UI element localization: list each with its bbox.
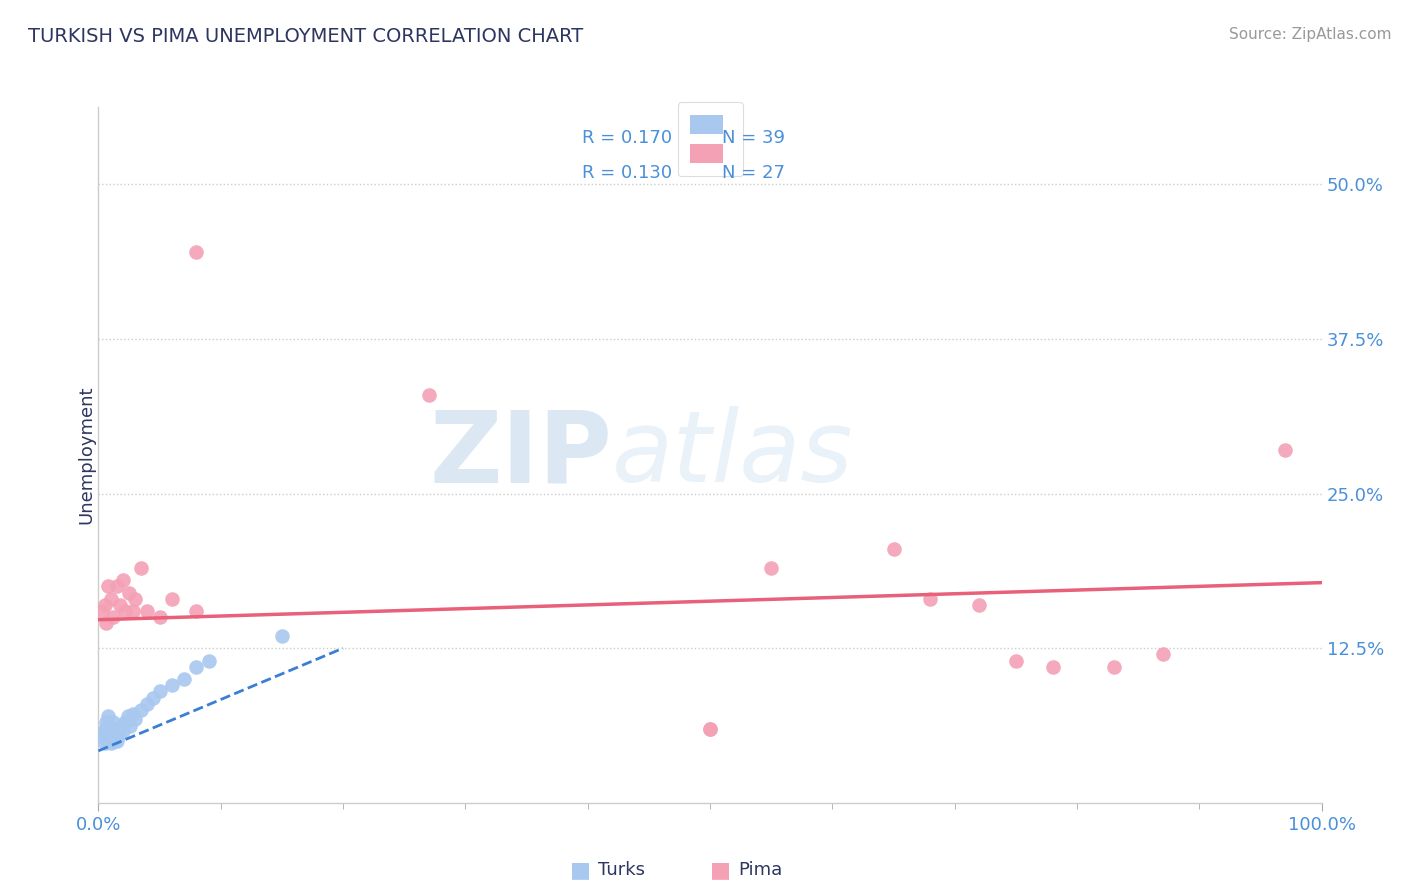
Point — [1274, 443, 1296, 458]
Point — [96, 722, 118, 736]
Point — [149, 610, 172, 624]
Point — [117, 709, 139, 723]
Point — [173, 672, 195, 686]
Point — [111, 724, 134, 739]
Point — [111, 719, 134, 733]
Point — [270, 629, 294, 643]
Point — [105, 579, 128, 593]
Point — [97, 579, 120, 593]
Point — [93, 722, 115, 736]
Text: R = 0.130: R = 0.130 — [582, 164, 672, 182]
Point — [96, 734, 118, 748]
Point — [160, 591, 183, 606]
Point — [100, 724, 122, 739]
Y-axis label: Unemployment: Unemployment — [77, 385, 96, 524]
Point — [1004, 654, 1026, 668]
Text: ■: ■ — [569, 860, 591, 880]
Text: Turks: Turks — [598, 861, 644, 879]
Point — [94, 616, 117, 631]
Text: R = 0.170: R = 0.170 — [582, 129, 672, 147]
Point — [111, 573, 134, 587]
Point — [98, 731, 121, 746]
Legend: , : , — [678, 103, 742, 177]
Point — [136, 697, 159, 711]
Point — [124, 712, 146, 726]
Text: TURKISH VS PIMA UNEMPLOYMENT CORRELATION CHART: TURKISH VS PIMA UNEMPLOYMENT CORRELATION… — [28, 27, 583, 45]
Text: N = 39: N = 39 — [723, 129, 786, 147]
Text: Pima: Pima — [738, 861, 782, 879]
Point — [883, 542, 905, 557]
Point — [97, 728, 120, 742]
Point — [104, 728, 127, 742]
Text: N = 27: N = 27 — [723, 164, 786, 182]
Text: ■: ■ — [710, 860, 731, 880]
Point — [699, 722, 721, 736]
Point — [91, 728, 114, 742]
Point — [160, 678, 183, 692]
Point — [129, 703, 152, 717]
Point — [1042, 659, 1064, 673]
Point — [118, 585, 141, 599]
Point — [114, 715, 136, 730]
Point — [107, 724, 129, 739]
Point — [114, 604, 136, 618]
Point — [149, 684, 172, 698]
Point — [94, 728, 117, 742]
Point — [121, 604, 143, 618]
Point — [120, 719, 142, 733]
Point — [97, 709, 120, 723]
Point — [186, 245, 208, 260]
Point — [186, 604, 208, 618]
Point — [699, 722, 721, 736]
Point — [142, 690, 165, 705]
Point — [98, 719, 121, 733]
Point — [121, 706, 143, 721]
Point — [136, 604, 159, 618]
Point — [124, 591, 146, 606]
Point — [100, 736, 122, 750]
Point — [100, 591, 122, 606]
Point — [94, 715, 117, 730]
Point — [91, 604, 114, 618]
Point — [186, 659, 208, 673]
Point — [110, 722, 132, 736]
Point — [93, 736, 115, 750]
Point — [761, 561, 783, 575]
Point — [105, 734, 128, 748]
Point — [129, 561, 152, 575]
Point — [101, 731, 124, 746]
Point — [93, 598, 115, 612]
Point — [1102, 659, 1125, 673]
Point — [418, 387, 440, 401]
Point — [103, 722, 125, 736]
Text: atlas: atlas — [612, 407, 853, 503]
Point — [197, 654, 219, 668]
Point — [101, 728, 124, 742]
Point — [101, 715, 124, 730]
Point — [103, 734, 125, 748]
Text: ZIP: ZIP — [429, 407, 612, 503]
Point — [108, 728, 131, 742]
Point — [920, 591, 942, 606]
Point — [967, 598, 990, 612]
Text: Source: ZipAtlas.com: Source: ZipAtlas.com — [1229, 27, 1392, 42]
Point — [1152, 648, 1174, 662]
Point — [101, 610, 124, 624]
Point — [110, 598, 132, 612]
